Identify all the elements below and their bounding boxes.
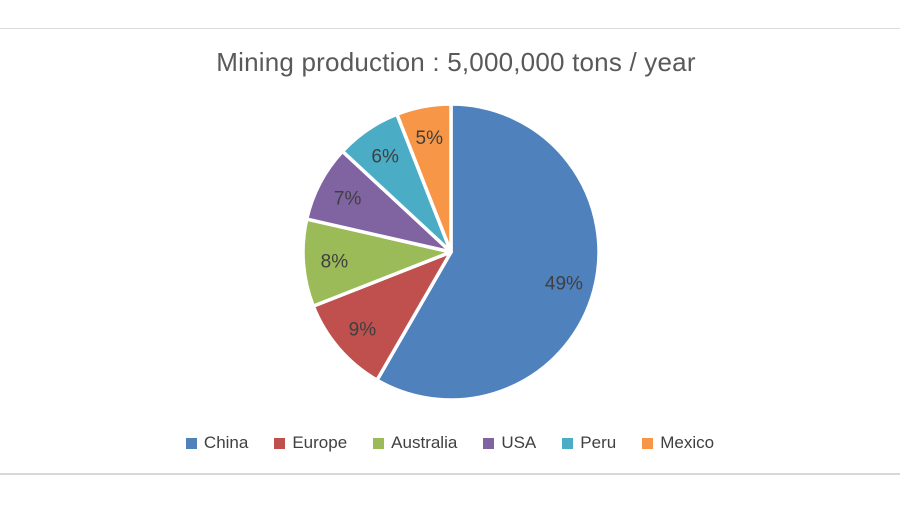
pie-slice-label-peru: 6% [371, 146, 399, 167]
legend-item-australia: Australia [373, 433, 457, 453]
pie-slice-mexico [395, 102, 453, 254]
pie-slice-label-australia: 8% [321, 252, 349, 273]
chart-title: Mining production : 5,000,000 tons / yea… [216, 47, 696, 77]
legend-label: Peru [580, 433, 617, 452]
pie-slice-label-europe: 9% [349, 319, 377, 340]
chart-legend: China Europe Australia USA Peru Mexico [0, 430, 900, 456]
top-rule [0, 28, 900, 29]
legend-label: Europe [292, 433, 348, 452]
legend-item-europe: Europe [274, 433, 347, 453]
pie-slice-label-mexico: 5% [416, 128, 444, 149]
pie-slice-label-usa: 7% [334, 188, 362, 209]
legend-item-china: China [185, 433, 249, 453]
legend-item-peru: Peru [562, 433, 616, 453]
pie-slice-label-china: 49% [545, 273, 583, 294]
legend-swatch-icon [274, 437, 286, 449]
legend-swatch-icon [373, 437, 385, 449]
pie-slice-china [375, 102, 601, 402]
legend-swatch-icon [642, 437, 654, 449]
legend-item-usa: USA [483, 433, 536, 453]
legend-swatch-icon [562, 437, 574, 449]
pie-slice-europe [311, 250, 453, 382]
legend-label: Mexico [660, 433, 715, 452]
bottom-rule [0, 473, 900, 475]
legend-swatch-icon [483, 437, 495, 449]
legend-label: China [203, 433, 249, 452]
legend-label: USA [501, 433, 537, 452]
legend-label: Australia [391, 433, 458, 452]
legend-swatch-icon [185, 437, 197, 449]
legend-item-mexico: Mexico [642, 433, 714, 453]
